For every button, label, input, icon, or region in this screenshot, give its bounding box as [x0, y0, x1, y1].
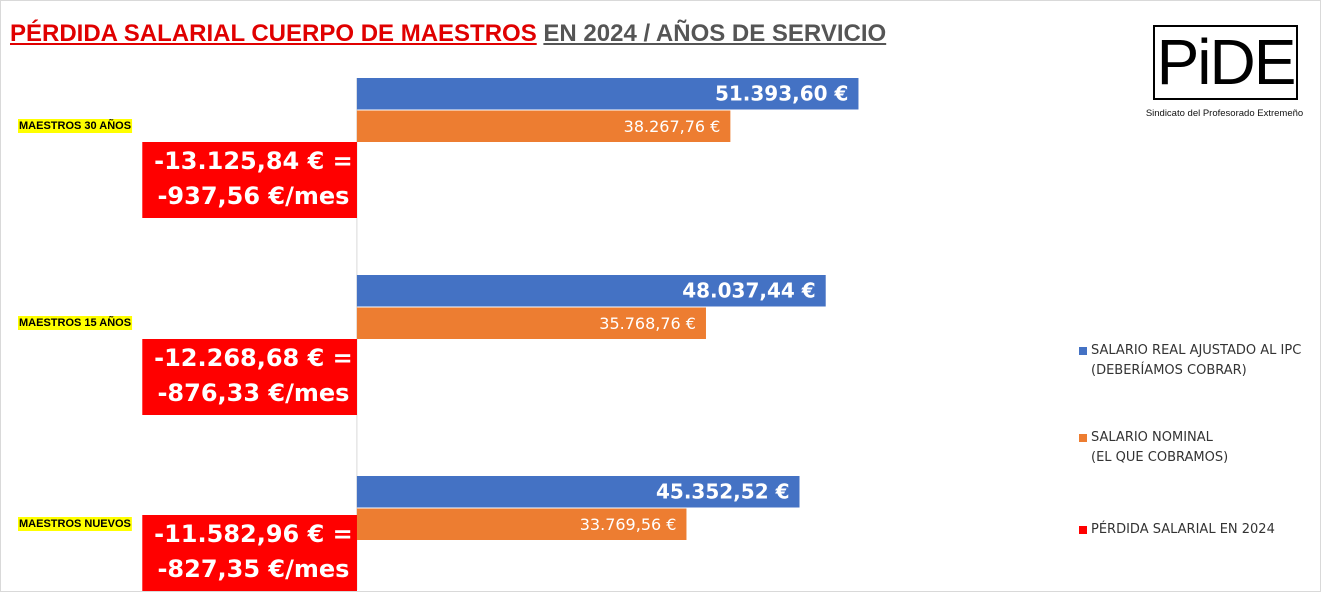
- legend-swatch: [1079, 526, 1087, 534]
- legend-item: SALARIO REAL AJUSTADO AL IPC (DEBERÍAMOS…: [1079, 341, 1301, 381]
- bar: [356, 78, 859, 110]
- value-label: 45.352,52 €: [656, 479, 790, 503]
- value-label: 51.393,60 €: [715, 81, 849, 105]
- bar: [228, 142, 357, 218]
- legend-label: SALARIO NOMINAL (EL QUE COBRAMOS): [1091, 430, 1229, 465]
- logo-caption: Sindicato del Profesorado Extremeño: [1145, 108, 1304, 119]
- legend-item: PÉRDIDA SALARIAL EN 2024: [1079, 520, 1275, 540]
- category-highlight: [18, 316, 133, 330]
- value-label: 33.769,56 €: [580, 515, 677, 534]
- bar: [237, 339, 357, 415]
- value-label: -11.582,96 € = -827,35 €/mes: [154, 520, 353, 583]
- legend-label: PÉRDIDA SALARIAL EN 2024: [1091, 522, 1275, 537]
- legend-label: SALARIO REAL AJUSTADO AL IPC (DEBERÍAMOS…: [1091, 343, 1302, 378]
- value-label: -13.125,84 € = -937,56 €/mes: [154, 147, 353, 210]
- logo: PiDE: [1153, 25, 1298, 100]
- category-highlight: [18, 119, 133, 133]
- category-label: MAESTROS NUEVOS: [19, 518, 131, 530]
- value-label: -12.268,68 € = -876,33 €/mes: [154, 344, 353, 407]
- category-label: MAESTROS 15 AÑOS: [19, 316, 131, 329]
- legend-swatch: [1079, 434, 1087, 442]
- chart-title: PÉRDIDA SALARIAL CUERPO DE MAESTROS EN 2…: [10, 20, 886, 48]
- value-label: 48.037,44 €: [682, 278, 816, 302]
- category-label: MAESTROS 30 AÑOS: [19, 119, 131, 132]
- legend-swatch: [1079, 347, 1087, 355]
- value-label: 38.267,76 €: [624, 117, 721, 136]
- bar: [356, 476, 800, 508]
- bar: [356, 508, 687, 540]
- bar: [356, 275, 826, 307]
- value-label: 35.768,76 €: [599, 314, 696, 333]
- bar: [243, 515, 357, 591]
- bar: [356, 110, 731, 142]
- legend-item: SALARIO NOMINAL (EL QUE COBRAMOS): [1079, 428, 1228, 468]
- category-highlight: [18, 517, 132, 531]
- title-part: EN 2024 / AÑOS DE SERVICIO: [543, 20, 887, 47]
- title-part: PÉRDIDA SALARIAL CUERPO DE MAESTROS: [10, 20, 537, 47]
- bar: [356, 307, 706, 339]
